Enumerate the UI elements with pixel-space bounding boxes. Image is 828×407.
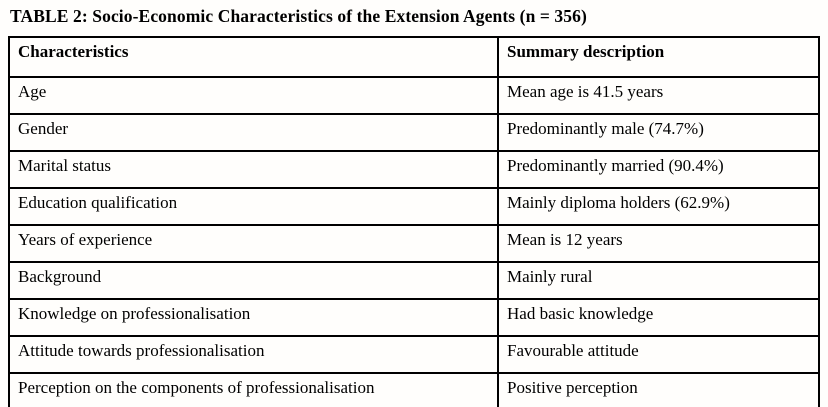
table-row: Marital status Predominantly married (90…: [8, 150, 820, 189]
table-cell-description: Favourable attitude: [497, 335, 820, 374]
table-row: Knowledge on professionalisation Had bas…: [8, 298, 820, 337]
column-header-summary-description: Summary description: [497, 36, 820, 78]
table-header-row: Characteristics Summary description: [8, 36, 820, 78]
table-cell-description: Positive perception: [497, 372, 820, 407]
table-row: Years of experience Mean is 12 years: [8, 224, 820, 263]
table-cell-description: Had basic knowledge: [497, 298, 820, 337]
socio-economic-table: Characteristics Summary description Age …: [8, 36, 820, 407]
table-row: Background Mainly rural: [8, 261, 820, 300]
table-cell-characteristic: Years of experience: [8, 224, 499, 263]
table-cell-characteristic: Education qualification: [8, 187, 499, 226]
table-cell-description: Mean is 12 years: [497, 224, 820, 263]
table-row: Gender Predominantly male (74.7%): [8, 113, 820, 152]
table-cell-characteristic: Attitude towards professionalisation: [8, 335, 499, 374]
table-title: TABLE 2: Socio-Economic Characteristics …: [10, 6, 587, 26]
table-row: Attitude towards professionalisation Fav…: [8, 335, 820, 374]
table-cell-characteristic: Perception on the components of professi…: [8, 372, 499, 407]
table-cell-description: Mainly rural: [497, 261, 820, 300]
table-cell-description: Predominantly male (74.7%): [497, 113, 820, 152]
column-header-characteristics: Characteristics: [8, 36, 499, 78]
table-cell-characteristic: Background: [8, 261, 499, 300]
table-row: Age Mean age is 41.5 years: [8, 76, 820, 115]
table-row: Education qualification Mainly diploma h…: [8, 187, 820, 226]
table-cell-characteristic: Age: [8, 76, 499, 115]
table-cell-description: Mean age is 41.5 years: [497, 76, 820, 115]
table-row: Perception on the components of professi…: [8, 372, 820, 407]
table-cell-characteristic: Marital status: [8, 150, 499, 189]
table-cell-description: Predominantly married (90.4%): [497, 150, 820, 189]
table-cell-characteristic: Knowledge on professionalisation: [8, 298, 499, 337]
table-cell-description: Mainly diploma holders (62.9%): [497, 187, 820, 226]
table-cell-characteristic: Gender: [8, 113, 499, 152]
